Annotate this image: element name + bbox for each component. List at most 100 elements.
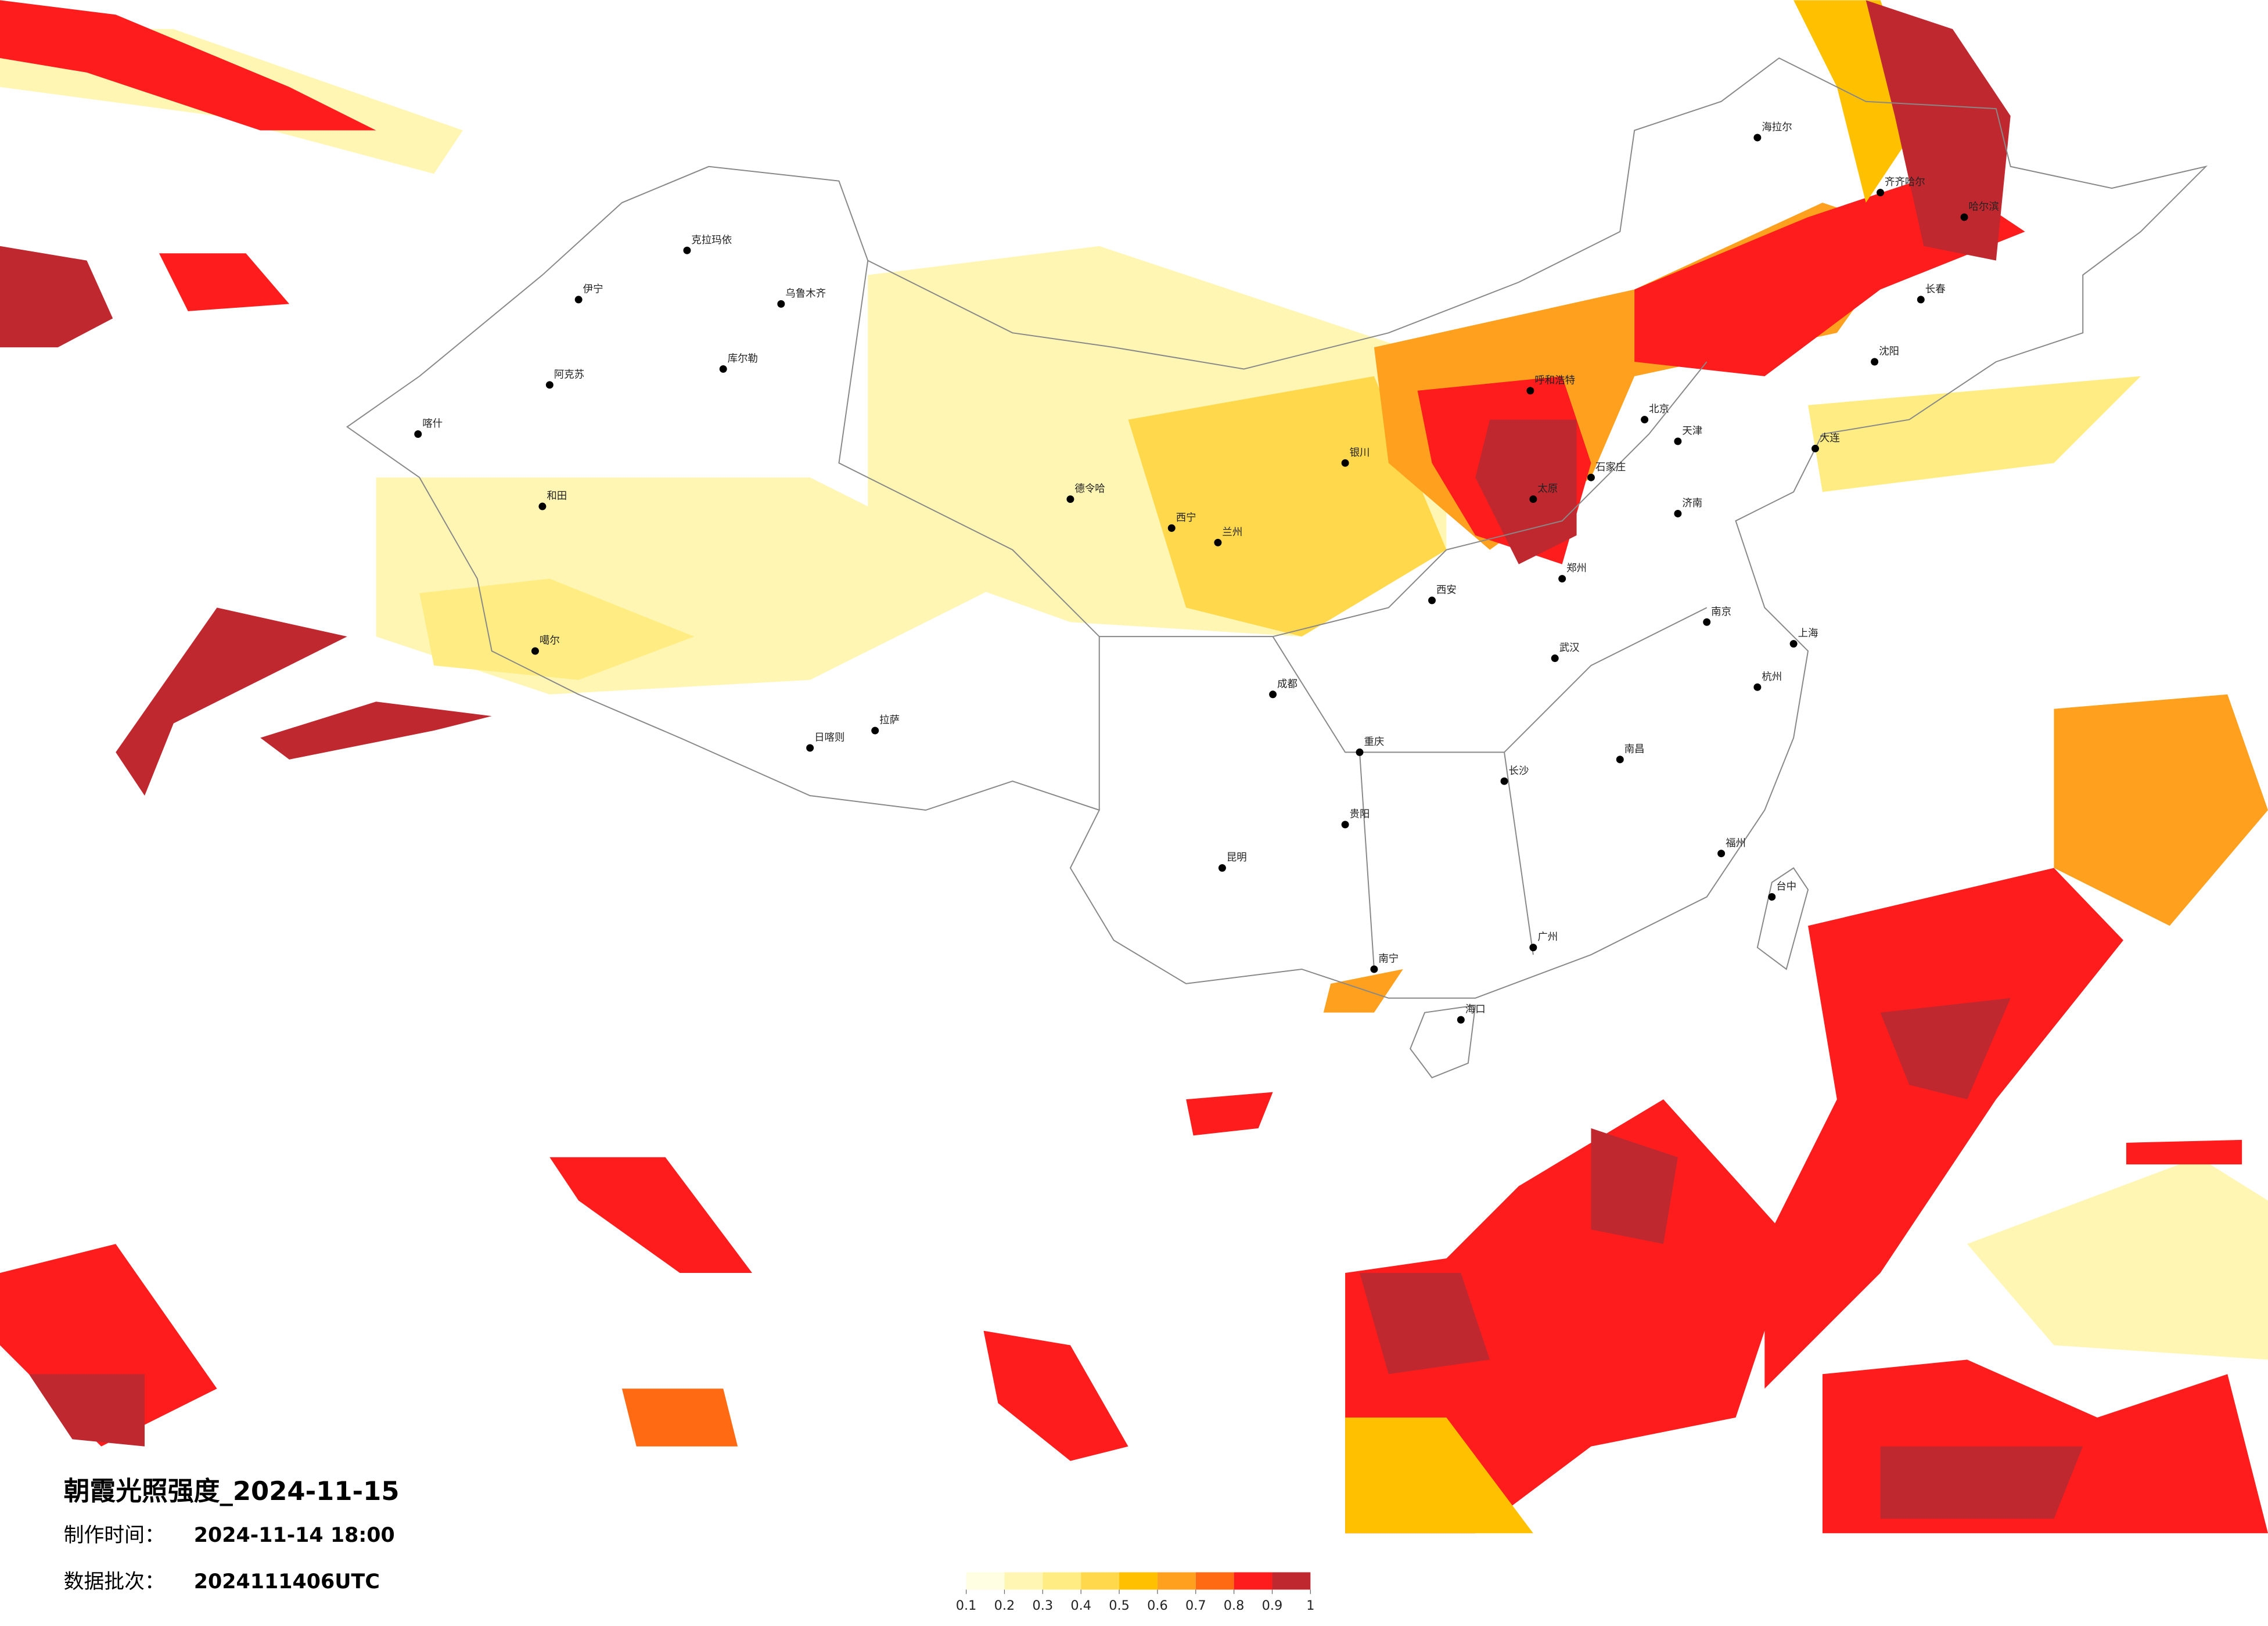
legend-swatch bbox=[1157, 1572, 1196, 1590]
glow-patch bbox=[1808, 376, 2141, 492]
legend-label: 0.6 bbox=[1147, 1598, 1168, 1613]
city-dot bbox=[719, 365, 727, 373]
city-dot bbox=[1457, 1016, 1465, 1024]
glow-patch bbox=[28, 1374, 145, 1447]
city-label: 日喀则 bbox=[814, 732, 844, 743]
glow-patch bbox=[1475, 419, 1577, 564]
legend-swatch bbox=[1004, 1572, 1043, 1590]
city-dot bbox=[1529, 944, 1537, 952]
city-label: 长春 bbox=[1925, 283, 1946, 295]
city-dot bbox=[1641, 416, 1649, 424]
city-dot bbox=[1167, 524, 1176, 532]
city-label: 杭州 bbox=[1762, 671, 1782, 683]
city-dot bbox=[1529, 495, 1537, 503]
city-label: 贵阳 bbox=[1350, 808, 1370, 820]
city-dot bbox=[1753, 134, 1762, 142]
city-label: 呼和浩特 bbox=[1534, 375, 1575, 386]
legend-label: 0.2 bbox=[994, 1598, 1015, 1613]
city-label: 台中 bbox=[1776, 881, 1796, 893]
made-time: 2024-11-14 18:00 bbox=[194, 1524, 395, 1547]
legend-swatch bbox=[1119, 1572, 1158, 1590]
city-dot bbox=[806, 744, 814, 752]
city-dot bbox=[1917, 296, 1925, 304]
glow-patch bbox=[1323, 969, 1403, 1013]
city-label: 和田 bbox=[547, 491, 567, 502]
city-dot bbox=[1674, 510, 1682, 517]
city-dot bbox=[1526, 387, 1534, 395]
city-dot bbox=[1218, 864, 1226, 872]
made-label: 制作时间： bbox=[64, 1524, 165, 1547]
city-label: 重庆 bbox=[1364, 736, 1384, 748]
glow-patch bbox=[260, 702, 492, 760]
city-dot bbox=[1703, 618, 1711, 626]
city-dot bbox=[1960, 213, 1968, 221]
city-dot bbox=[538, 502, 547, 510]
glow-patch bbox=[116, 607, 347, 796]
city-label: 西安 bbox=[1436, 584, 1457, 596]
legend-label: 0.9 bbox=[1262, 1598, 1283, 1613]
city-label: 伊宁 bbox=[583, 283, 603, 295]
city-dot bbox=[1587, 473, 1595, 481]
city-label: 南宁 bbox=[1378, 954, 1399, 965]
city-label: 西宁 bbox=[1176, 512, 1196, 524]
city-dot bbox=[1370, 965, 1378, 973]
map-title: 朝霞光照强度_2024-11-15 bbox=[64, 1476, 400, 1506]
city-dot bbox=[1674, 437, 1682, 445]
city-label: 海拉尔 bbox=[1762, 122, 1792, 134]
city-label: 福州 bbox=[1726, 837, 1746, 849]
taiwan-outline bbox=[1756, 867, 1809, 970]
city-label: 哈尔滨 bbox=[1968, 201, 1999, 213]
city-label: 北京 bbox=[1649, 404, 1669, 415]
glow-patch bbox=[2126, 1139, 2242, 1165]
city-label: 石家庄 bbox=[1595, 462, 1626, 473]
glow-patch bbox=[1967, 1157, 2268, 1360]
glow-patch bbox=[159, 253, 290, 311]
glow-patch bbox=[1764, 868, 2123, 1389]
city-label: 天津 bbox=[1682, 426, 1702, 437]
city-label: 广州 bbox=[1537, 931, 1558, 943]
legend-swatch bbox=[1195, 1572, 1234, 1590]
legend-label: 0.7 bbox=[1185, 1598, 1206, 1613]
glow-patch bbox=[621, 1388, 738, 1447]
city-dot bbox=[1269, 690, 1277, 699]
city-label: 乌鲁木齐 bbox=[785, 288, 826, 300]
legend-swatch bbox=[1234, 1572, 1273, 1590]
city-dot bbox=[1789, 640, 1798, 648]
city-dot bbox=[1811, 444, 1819, 452]
glow-patch bbox=[1345, 1099, 1794, 1534]
city-label: 长沙 bbox=[1509, 765, 1529, 777]
city-label: 银川 bbox=[1350, 447, 1370, 459]
legend-swatch bbox=[1043, 1572, 1081, 1590]
city-dot bbox=[545, 381, 553, 389]
glow-patch bbox=[419, 578, 695, 680]
country-outline bbox=[346, 57, 2208, 999]
city-dot bbox=[1768, 893, 1776, 901]
city-dot bbox=[1877, 189, 1885, 197]
city-dot bbox=[1066, 495, 1074, 503]
city-dot bbox=[1341, 821, 1349, 829]
boundaries bbox=[346, 57, 2208, 1078]
batch: 2024111406UTC bbox=[194, 1570, 380, 1593]
city-dot bbox=[1558, 575, 1566, 583]
city-label: 武汉 bbox=[1559, 642, 1580, 654]
glow-patch bbox=[1866, 0, 2011, 261]
city-label: 太原 bbox=[1537, 483, 1558, 495]
city-dot bbox=[574, 296, 583, 304]
city-dot bbox=[1500, 777, 1508, 785]
hainan-outline bbox=[1410, 1005, 1476, 1078]
city-label: 南京 bbox=[1711, 606, 1731, 618]
city-label: 海口 bbox=[1465, 1004, 1486, 1016]
city-label: 大连 bbox=[1820, 433, 1840, 444]
city-label: 克拉玛依 bbox=[691, 235, 732, 246]
city-label: 济南 bbox=[1682, 498, 1702, 509]
glow-patch bbox=[1128, 376, 1447, 637]
legend-label: 1 bbox=[1306, 1598, 1314, 1613]
city-dot bbox=[871, 726, 879, 735]
province-line bbox=[838, 260, 1708, 970]
city-dot bbox=[1551, 654, 1559, 662]
city-label: 南昌 bbox=[1624, 743, 1645, 755]
city-dot bbox=[1616, 756, 1624, 764]
legend-label: 0.3 bbox=[1033, 1598, 1054, 1613]
